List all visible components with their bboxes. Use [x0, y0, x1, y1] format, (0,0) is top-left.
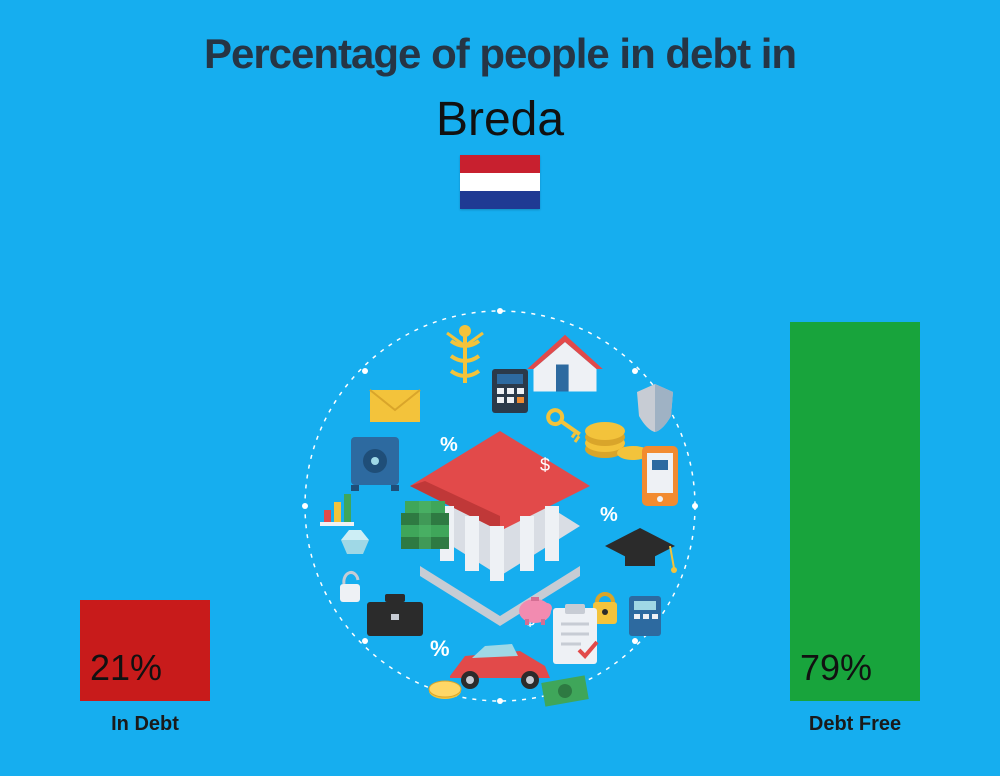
- bar-rect-debt-free: 79%: [790, 322, 920, 701]
- flag-stripe-top: [460, 155, 540, 173]
- netherlands-flag-icon: [460, 155, 540, 209]
- bar-rect-in-debt: 21%: [80, 600, 210, 701]
- svg-text:%: %: [440, 434, 458, 456]
- bar-debt-free: 79% Debt Free: [790, 322, 920, 736]
- svg-text:%: %: [430, 636, 450, 661]
- bar-label-in-debt: In Debt: [111, 713, 179, 736]
- flag-stripe-bottom: [460, 191, 540, 209]
- bar-value-debt-free: 79%: [800, 647, 872, 689]
- bar-label-debt-free: Debt Free: [809, 713, 901, 736]
- svg-text:%: %: [600, 504, 618, 526]
- city-name: Breda: [0, 92, 1000, 147]
- bar-value-in-debt: 21%: [90, 647, 162, 689]
- finance-illustration-icon: % % % $ $: [290, 296, 710, 716]
- infographic-canvas: Percentage of people in debt in Breda 21…: [0, 0, 1000, 776]
- main-title: Percentage of people in debt in: [0, 30, 1000, 78]
- svg-text:$: $: [540, 455, 550, 475]
- bar-in-debt: 21% In Debt: [80, 600, 210, 736]
- bar-chart: 21% In Debt 79% Debt Free: [0, 216, 1000, 736]
- flag-stripe-middle: [460, 173, 540, 191]
